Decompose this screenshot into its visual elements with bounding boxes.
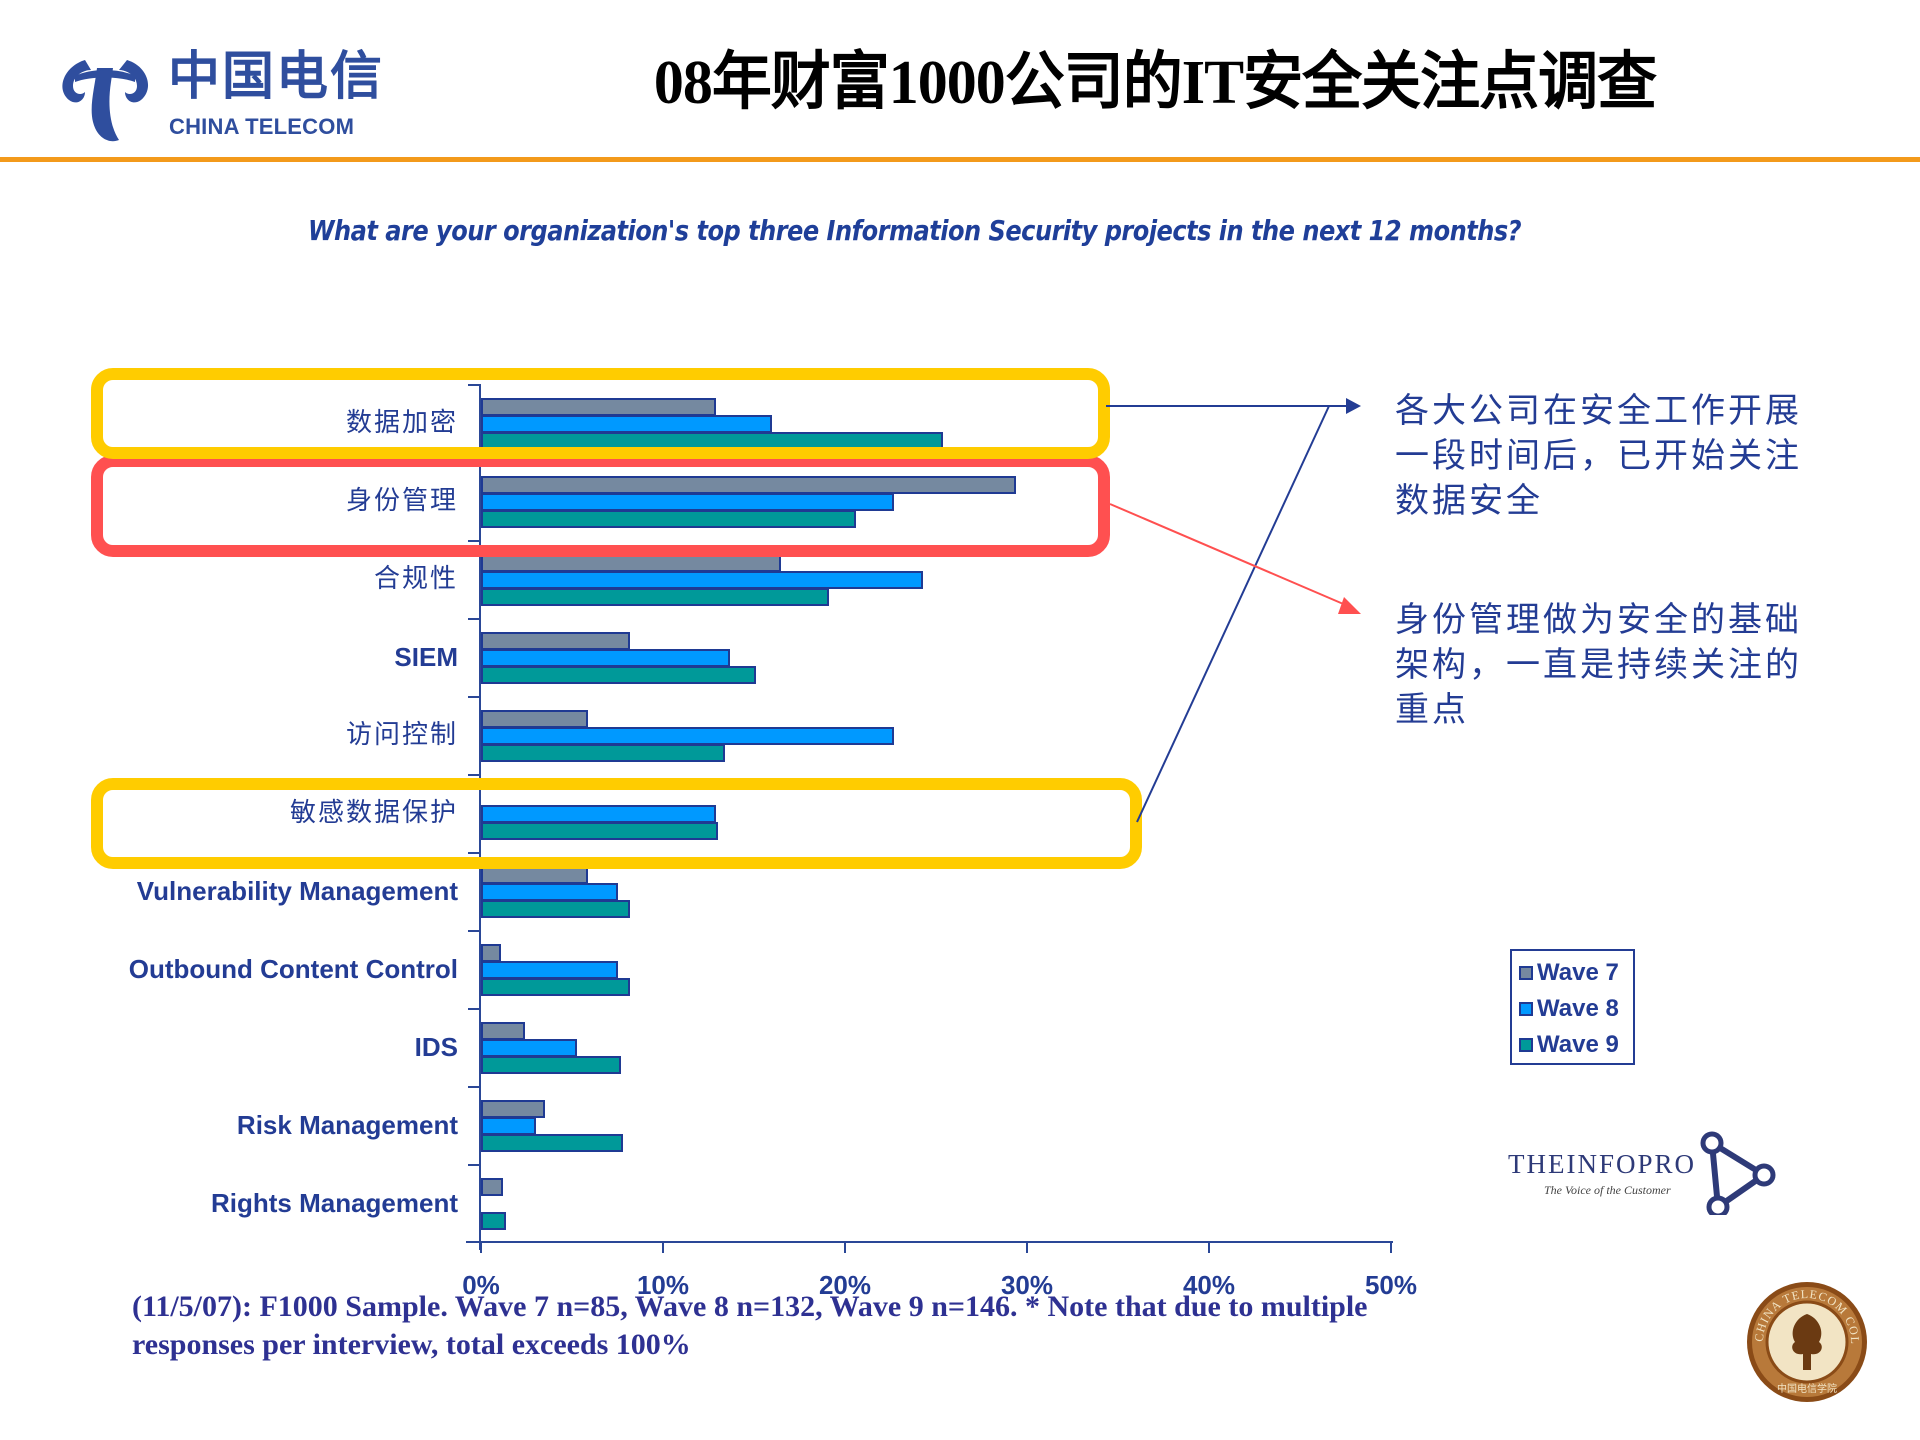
- callout-line: 各大公司在安全工作开展: [1395, 391, 1802, 431]
- callout-data-security: 各大公司在安全工作开展 一段时间后，已开始关注 数据安全: [1395, 389, 1815, 524]
- chart-legend: Wave 7 Wave 8 Wave 9: [1510, 949, 1635, 1065]
- highlight-box-sensitive-data: [91, 778, 1142, 869]
- bar-wave7: [481, 1178, 503, 1196]
- highlight-box-data-encryption: [91, 368, 1110, 459]
- category-label: IDS: [414, 1032, 458, 1062]
- x-tick-label: 0%: [462, 1270, 500, 1300]
- bar-wave9: [481, 822, 718, 840]
- bar-wave9: [481, 744, 725, 762]
- bar-wave9: [481, 978, 631, 996]
- y-tick: [468, 1241, 480, 1243]
- legend-swatch-icon: [1519, 1002, 1533, 1016]
- logo-english-text: CHINA TELECOM: [169, 114, 355, 139]
- legend-label: Wave 9: [1537, 1031, 1619, 1058]
- callout-line: 数据安全: [1395, 481, 1543, 521]
- header-divider: [0, 157, 1920, 162]
- callout-line: 重点: [1395, 690, 1469, 730]
- y-tick: [468, 1164, 480, 1166]
- red-arrowhead-icon: [1338, 597, 1361, 614]
- x-tick: [1208, 1241, 1210, 1253]
- x-tick: [480, 1241, 482, 1253]
- x-tick: [844, 1241, 846, 1253]
- china-telecom-logo-icon: [55, 48, 155, 148]
- bar-wave9: [481, 900, 631, 918]
- triangle-network-icon: [1700, 1131, 1776, 1215]
- x-tick: [1026, 1241, 1028, 1253]
- red-arrow-line: [1109, 503, 1349, 607]
- x-tick-label: 40%: [1182, 1270, 1236, 1300]
- bar-wave9: [481, 666, 756, 684]
- y-tick: [468, 930, 480, 932]
- legend-swatch-icon: [1519, 1038, 1533, 1052]
- legend-label: Wave 7: [1537, 959, 1619, 986]
- y-tick: [468, 774, 480, 776]
- bar-wave9: [481, 510, 856, 528]
- x-tick: [662, 1241, 664, 1253]
- x-tick: [1390, 1241, 1392, 1253]
- theinfopro-logo: THEINFOPRO The Voice of the Customer: [1508, 1125, 1788, 1225]
- legend-label: Wave 8: [1537, 995, 1619, 1022]
- category-label: Outbound Content Control: [128, 954, 458, 984]
- blue-arrowhead-icon: [1346, 398, 1361, 414]
- x-tick-label: 20%: [818, 1270, 872, 1300]
- chart-question: What are your organization's top three I…: [308, 214, 1522, 247]
- category-label: 身份管理: [345, 486, 458, 516]
- bar-wave9: [481, 1134, 623, 1152]
- callout-line: 一段时间后，已开始关注: [1395, 436, 1802, 476]
- y-tick: [468, 618, 480, 620]
- category-label: Vulnerability Management: [136, 876, 458, 906]
- page-title: 08年财富1000公司的IT安全关注点调查: [653, 47, 1657, 117]
- y-tick: [468, 1008, 480, 1010]
- category-label: 敏感数据保护: [289, 798, 458, 828]
- bar-wave9: [481, 1212, 507, 1230]
- category-label: 数据加密: [345, 408, 458, 438]
- footnote-line: responses per interview, total exceeds 1…: [132, 1328, 691, 1361]
- bar-wave9: [481, 1056, 622, 1074]
- y-tick: [468, 1086, 480, 1088]
- legend-item-wave9: Wave 9: [1519, 1027, 1633, 1063]
- callout-line: 身份管理做为安全的基础: [1395, 600, 1802, 640]
- logo-chinese-text: 中国电信: [168, 46, 385, 107]
- y-tick: [468, 540, 480, 542]
- connector-line: [1136, 405, 1330, 823]
- y-tick: [468, 384, 480, 386]
- category-label: SIEM: [394, 642, 458, 672]
- china-telecom-college-seal-icon: CHINA TELECOM COLLEGE 中国电信学院: [1740, 1269, 1869, 1404]
- svg-text:中国电信学院: 中国电信学院: [1777, 1382, 1837, 1395]
- legend-item-wave8: Wave 8: [1519, 991, 1633, 1027]
- category-label: Risk Management: [236, 1110, 458, 1140]
- legend-item-wave7: Wave 7: [1519, 955, 1633, 991]
- x-tick-label: 10%: [636, 1270, 690, 1300]
- infopro-tagline: The Voice of the Customer: [1544, 1183, 1671, 1197]
- infopro-name: THEINFOPRO: [1508, 1149, 1697, 1179]
- legend-swatch-icon: [1519, 966, 1533, 980]
- category-label: 访问控制: [345, 720, 458, 750]
- footnote-line: (11/5/07): F1000 Sample. Wave 7 n=85, Wa…: [132, 1290, 1368, 1323]
- x-axis: [466, 1241, 1393, 1243]
- bar-wave9: [481, 588, 829, 606]
- category-label: 合规性: [373, 564, 458, 594]
- x-tick-label: 50%: [1364, 1270, 1418, 1300]
- x-tick-label: 30%: [1000, 1270, 1054, 1300]
- y-axis: [479, 384, 481, 1250]
- y-tick: [468, 696, 480, 698]
- footnote: (11/5/07): F1000 Sample. Wave 7 n=85, Wa…: [132, 1288, 1532, 1364]
- y-tick: [468, 852, 480, 854]
- category-label: Rights Management: [210, 1188, 458, 1218]
- callout-identity: 身份管理做为安全的基础 架构，一直是持续关注的 重点: [1395, 598, 1815, 733]
- callout-line: 架构，一直是持续关注的: [1395, 645, 1802, 685]
